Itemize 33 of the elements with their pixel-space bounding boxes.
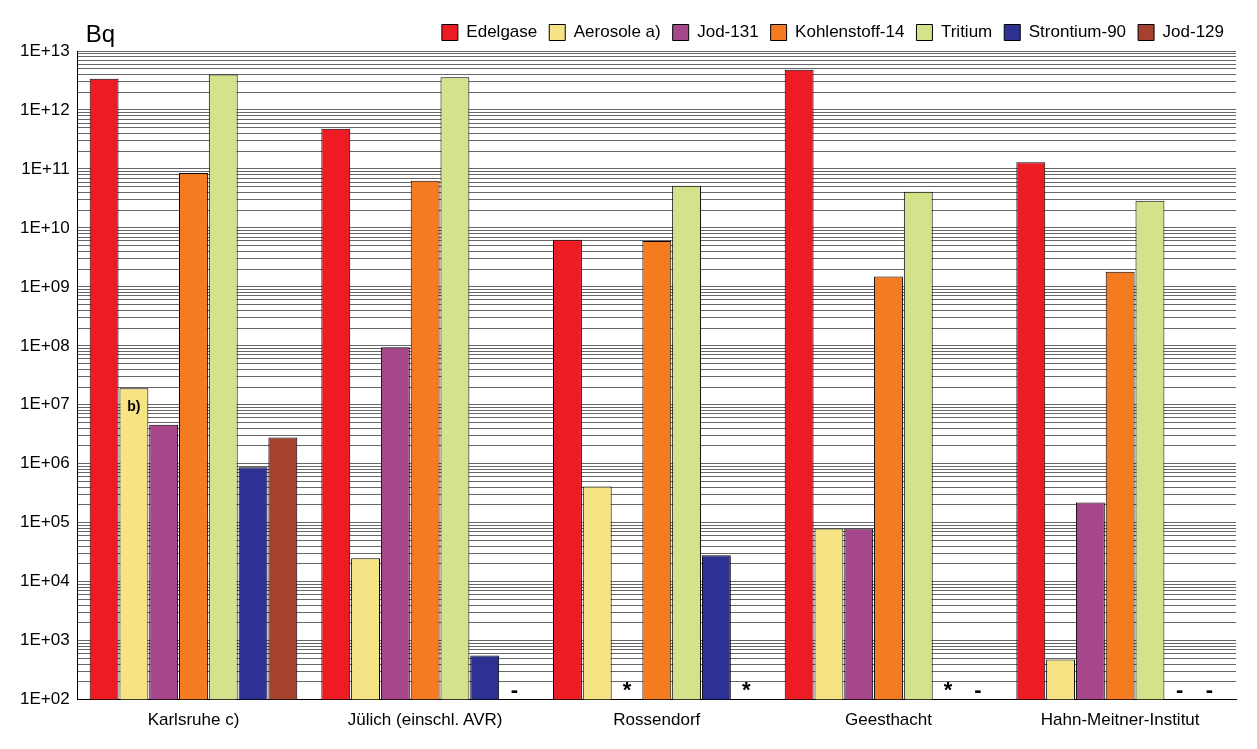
legend-label: Kohlenstoff-14 xyxy=(795,22,905,42)
x-tick-label: Hahn-Meitner-Institut xyxy=(1040,710,1200,730)
text: - xyxy=(1176,676,1184,702)
legend-label: Strontium-90 xyxy=(1028,22,1127,42)
y-tick-label: 1E+12 xyxy=(19,99,70,119)
y-tick-label: 1E+11 xyxy=(21,158,70,178)
text: - xyxy=(510,676,519,702)
y-tick-label: 1E+07 xyxy=(19,394,70,414)
x-tick-label: Rossendorf xyxy=(613,710,701,730)
y-tick-label: 1E+02 xyxy=(19,689,70,709)
y-tick-label: 1E+10 xyxy=(19,217,70,237)
legend-label: Jod-129 xyxy=(1162,22,1224,42)
y-tick-label: 1E+08 xyxy=(19,335,70,355)
x-tick-label: Jülich (einschl. AVR) xyxy=(347,710,503,730)
y-axis-title: Bq xyxy=(85,19,115,47)
x-tick-label: Karlsruhe c) xyxy=(147,710,240,730)
legend-label: Edelgase xyxy=(466,22,538,42)
y-tick-label: 1E+13 xyxy=(19,40,70,60)
y-tick-label: 1E+06 xyxy=(19,453,70,473)
legend-label: Aerosole a) xyxy=(573,22,661,42)
text: * xyxy=(741,676,751,702)
text: - xyxy=(974,676,982,702)
data-label: b) xyxy=(127,398,141,415)
text: * xyxy=(622,676,632,702)
y-tick-label: 1E+05 xyxy=(19,512,70,532)
y-tick-label: 1E+03 xyxy=(19,630,70,650)
x-tick-label: Geesthacht xyxy=(845,710,933,730)
legend-label: Jod-131 xyxy=(697,22,759,42)
text: - xyxy=(1205,676,1214,702)
y-tick-label: 1E+04 xyxy=(19,571,70,591)
legend-label: Tritium xyxy=(940,22,993,42)
text: * xyxy=(943,676,953,702)
y-tick-label: 1E+09 xyxy=(19,276,70,296)
